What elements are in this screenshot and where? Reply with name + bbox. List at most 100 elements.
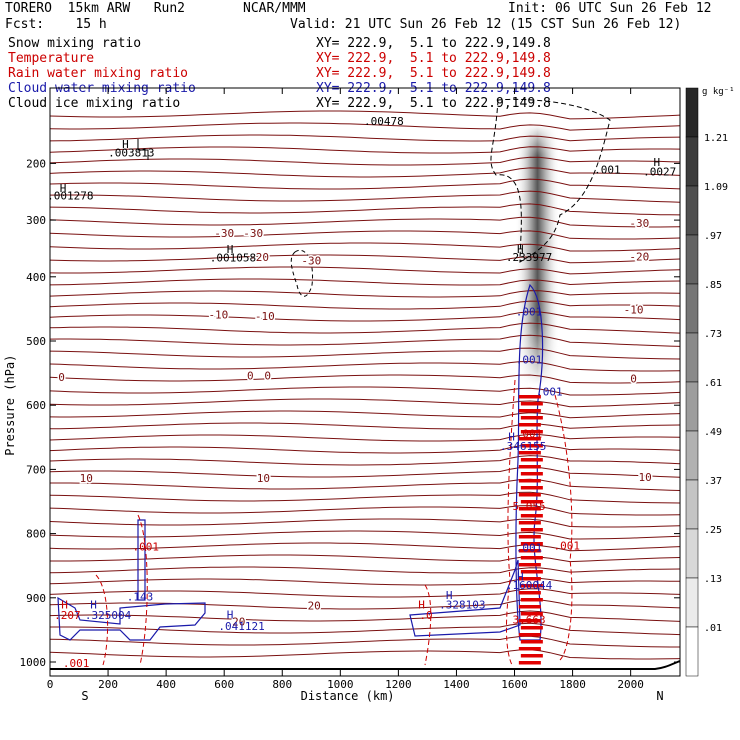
temperature-label: -20 [629,250,649,263]
y-tick-label: 600 [26,399,46,412]
y-tick-label: 700 [26,463,46,476]
field-annotation: .328103 [439,599,485,612]
isotherm-line [49,386,681,396]
rain-core-segment [520,556,543,560]
colorbar-segment [685,185,699,236]
rain-core-segment [518,633,541,637]
isotherm-line [49,156,681,166]
rain-core-segment [520,584,543,588]
rain-core-segment [520,514,543,518]
isotherm-line [49,347,681,360]
field-annotation: .001 [516,427,543,440]
rain-core-segment [520,486,543,490]
isotherm-line [49,505,681,516]
rain-core-segment [518,521,541,525]
colorbar-level-label: .97 [704,231,722,242]
temperature-label: -10 [624,303,644,316]
isotherm-line [49,216,681,228]
rain-core-segment [520,402,543,406]
rain-core-segment [518,479,541,483]
temperature-label: -30 [629,217,649,230]
temperature-label: -30 [214,227,234,240]
isotherm-line [49,167,681,178]
x-tick-label: 1800 [559,678,586,691]
field-annotation: .001278 [47,190,93,203]
isotherm-line [49,254,681,264]
y-tick-label: 400 [26,271,46,284]
field-temp-name: Temperature [8,51,95,66]
isotherm-line [49,410,681,419]
field-annotation: .233977 [506,251,552,264]
field-rain-xy: XY= 222.9, 5.1 to 222.9,149.8 [316,66,551,81]
rain-core-segment [520,444,543,448]
field-annotation: 3.663 [512,613,545,626]
cloud-water-contour-column [137,519,146,601]
field-annotations: H.003813H.001278H.001058.00478H.233977.0… [47,115,676,670]
field-annotation: H [418,599,425,612]
field-annotation: H [517,243,524,256]
field-annotation: .003813 [108,147,154,160]
x-tick-label: 600 [214,678,234,691]
rain-core-segment [518,493,541,497]
rain-core-segment [518,423,541,427]
field-annotation: .346155 [500,440,546,453]
temperature-label: -30 [301,254,321,267]
rain-core-segment [518,395,541,399]
cloud-water-contour-low [57,596,206,641]
field-annotation: H [446,589,453,602]
rain-core-segment [518,451,541,455]
temperature-label: 10 [257,472,270,485]
rain-core-segment [518,661,541,665]
colorbar-segment [685,479,699,530]
isotherm-line [49,203,681,216]
rain-core-segment [520,598,543,602]
field-annotation: .160044 [506,579,553,592]
field-annotation: .0 [419,609,432,622]
rain-core-segment [518,535,541,539]
colorbar: 1.21 1.09 .97 .85 .73 .61 .49 .37 .25 .13 .01 g kg⁻… [685,87,735,677]
isotherm-line [49,322,681,334]
isotherm-line [49,110,681,120]
isotherm-line [50,554,681,563]
isotherm-line [49,542,681,552]
colorbar-segment [685,626,699,677]
plot-frame [49,87,681,677]
colorbar-level-label: 1.09 [704,182,728,193]
field-snow-name: Snow mixing ratio [8,36,142,51]
temperature-label: 10 [639,471,652,484]
rain-core-segment [518,507,541,511]
isotherm-line [49,290,681,298]
isotherm-line [49,649,681,660]
forecast-hour: Fcst: 15 h [5,17,107,32]
rain-core-segment [518,465,541,469]
x-endpoint-right: N [656,689,663,703]
x-tick-label: 0 [47,678,54,691]
field-annotation: H [90,599,97,612]
field-annotation: .001 [594,164,621,177]
temperature-label: -30 [243,227,263,240]
rain-core-segment [520,500,543,504]
y-tick-label: 1000 [20,656,47,669]
colorbar-segment [685,577,699,628]
rain-core-segment [518,605,541,609]
x-tick-label: 800 [272,678,292,691]
x-endpoint-left: S [81,689,88,703]
y-tick-label: 200 [26,157,46,170]
field-annotation: .325004 [85,609,132,622]
field-temp-xy: XY= 222.9, 5.1 to 222.9,149.8 [316,51,551,66]
colorbar-segment [685,332,699,383]
temperature-label: -10 [208,309,228,322]
colorbar-segment [685,528,699,579]
isotherm-line [49,134,681,142]
field-annotation: .001 [63,657,90,670]
cloud-water-contour [515,283,544,641]
colorbar-level-label: .25 [704,525,722,536]
isotherm-line [49,491,681,504]
isotherm-line [49,178,681,190]
rain-core-segment [518,619,541,623]
field-annotation: .001 [554,540,581,553]
rain-core-segment [518,437,541,441]
temperature-label: 20 [308,599,321,612]
isotherm-line [49,230,681,240]
